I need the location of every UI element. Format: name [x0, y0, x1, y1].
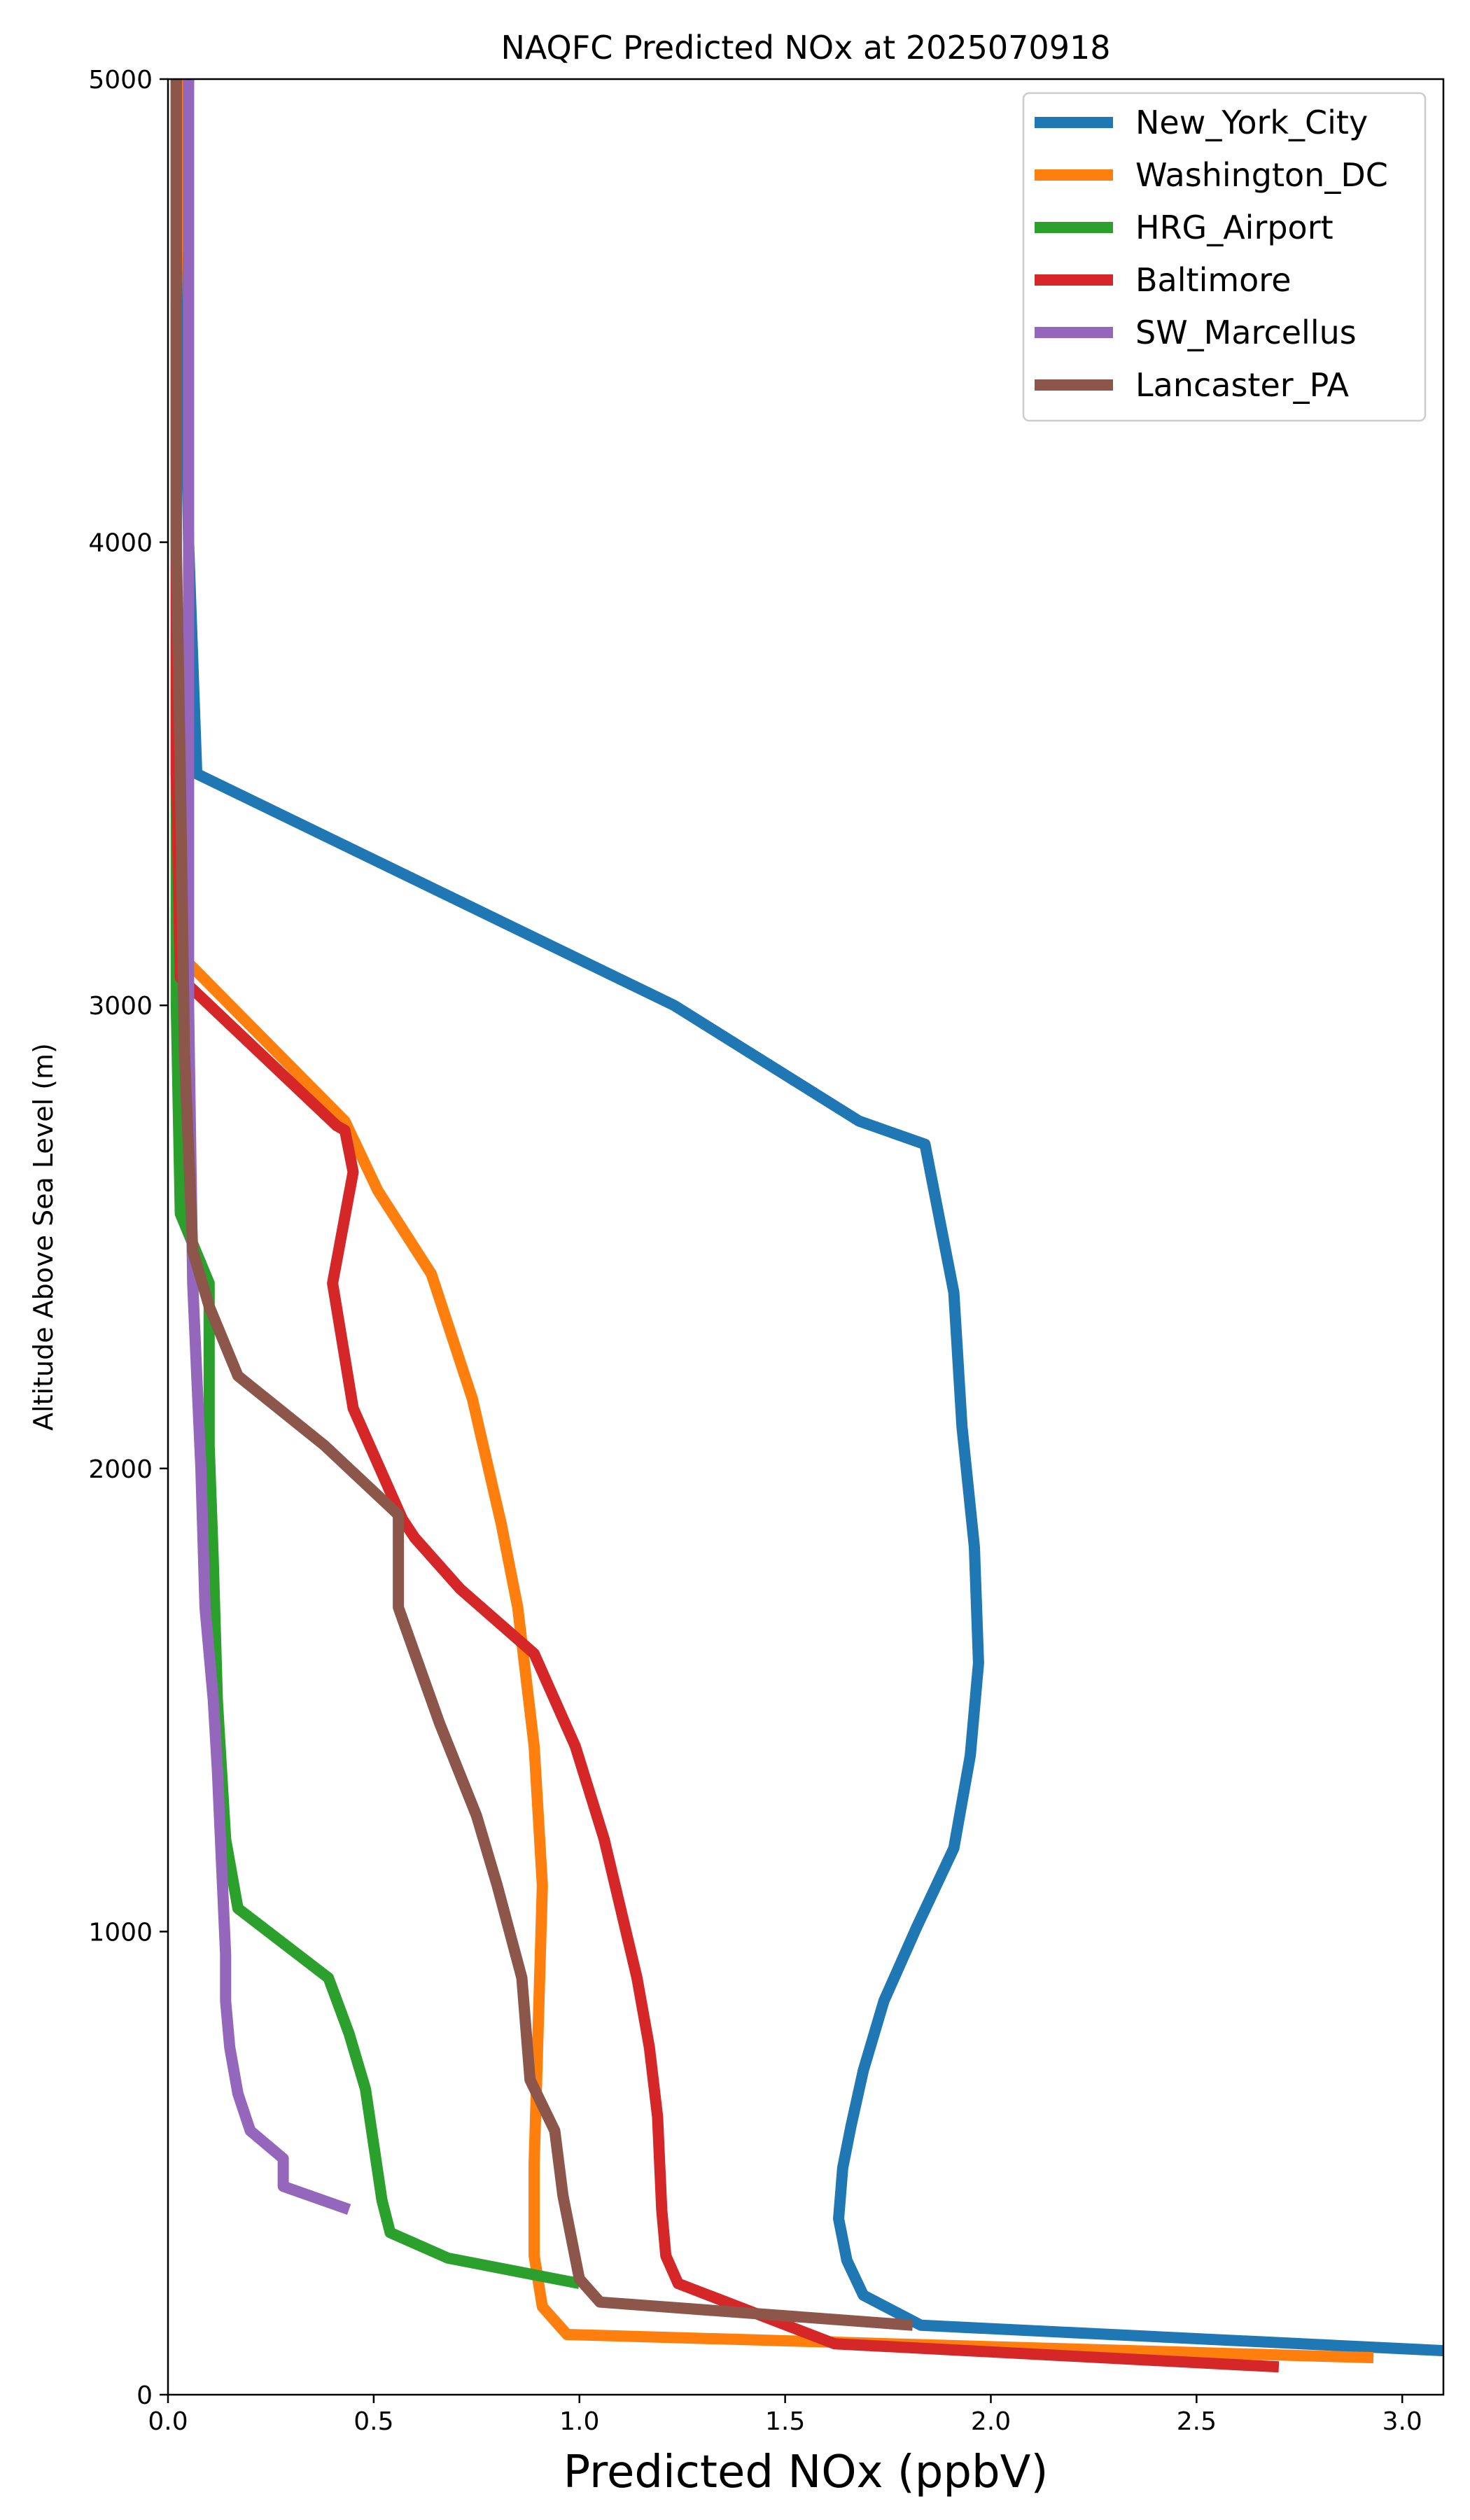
x-axis-label: Predicted NOx (ppbV): [564, 2446, 1049, 2498]
x-axis-ticks: 0.0 0.5 1.0 1.5 2.0 2.5 3.0: [148, 2395, 1422, 2436]
y-axis-ticks: 0 1000 2000 3000 4000 5000: [88, 66, 168, 2410]
y-tick-label: 2000: [88, 1455, 153, 1484]
y-axis-label: Altitude Above Sea Level (m): [28, 1043, 59, 1431]
chart-title: NAQFC Predicted NOx at 2025070918: [500, 29, 1110, 66]
legend-label: SW_Marcellus: [1135, 314, 1357, 351]
legend-box: [1022, 92, 1427, 422]
x-tick-label: 0.0: [148, 2407, 188, 2436]
legend-label: HRG_Airport: [1135, 209, 1334, 246]
x-tick-label: 3.0: [1382, 2407, 1422, 2436]
y-tick-label: 3000: [88, 992, 153, 1021]
series-layer: [170, 79, 1443, 2373]
plot-frame: [167, 78, 1445, 2396]
legend-label: New_York_City: [1135, 104, 1368, 141]
legend-label: Washington_DC: [1135, 156, 1388, 194]
y-tick-label: 0: [136, 2381, 153, 2410]
x-tick-label: 1.0: [559, 2407, 599, 2436]
series-line-lancaster-pa: [170, 79, 913, 2331]
x-tick-label: 0.5: [354, 2407, 393, 2436]
y-tick-label: 1000: [88, 1918, 153, 1947]
y-tick-label: 4000: [88, 529, 153, 558]
series-line-new-york-city: [178, 79, 1443, 2357]
x-tick-label: 1.5: [765, 2407, 805, 2436]
legend-entries: New_York_City Washington_DC HRG_Airport Bal…: [1035, 104, 1388, 404]
y-tick-label: 5000: [88, 66, 153, 94]
legend: New_York_City Washington_DC HRG_Airport Bal…: [1022, 92, 1427, 422]
legend-label: Lancaster_PA: [1135, 366, 1349, 404]
legend-label: Baltimore: [1135, 261, 1292, 299]
x-tick-label: 2.5: [1177, 2407, 1217, 2436]
x-tick-label: 2.0: [971, 2407, 1011, 2436]
plot-area: [170, 79, 1443, 2373]
